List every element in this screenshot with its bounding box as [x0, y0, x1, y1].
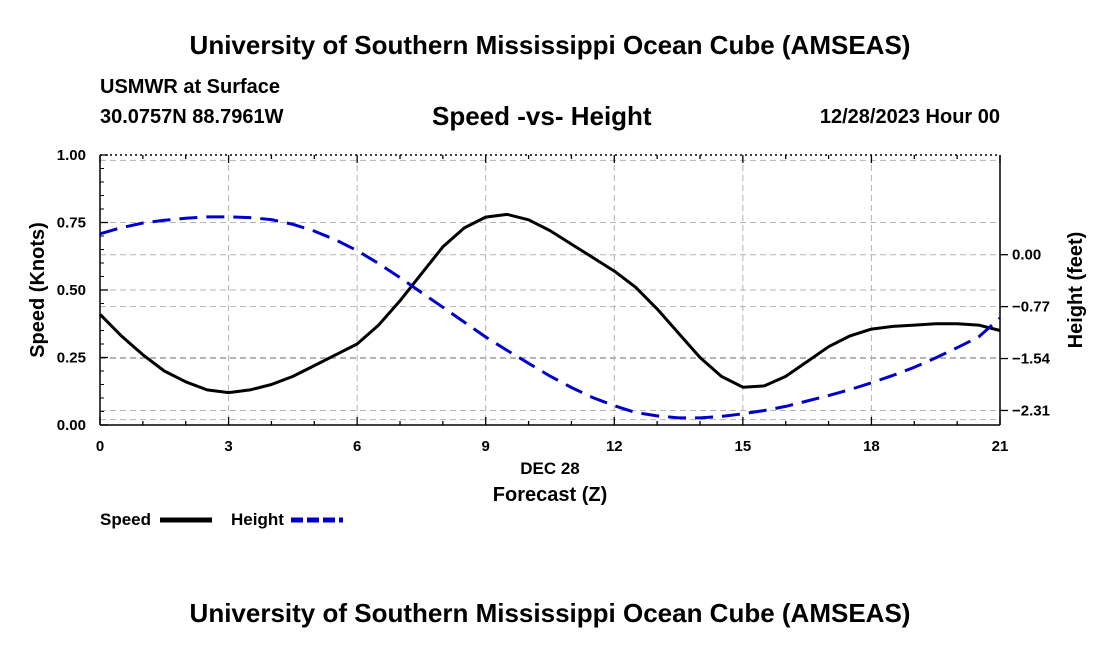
x-tick-label: 12 [606, 438, 623, 455]
x-tick-label: 9 [482, 438, 490, 455]
date-hour-label: 12/28/2023 Hour 00 [819, 106, 1000, 128]
y2-tick-label: 0.00 [1012, 247, 1041, 264]
footer-title: University of Southern Mississippi Ocean… [189, 598, 911, 628]
legend-speed-label: Speed [100, 510, 151, 529]
y-tick-label: 0.00 [57, 417, 86, 434]
y2-tick-label: −1.54 [1012, 351, 1051, 368]
axis-labels: 0 3 6 9 12 15 18 21 0.00 0.25 0.50 0.75 1.00 0.00 −0.7… [27, 147, 1087, 506]
x-tick-label: 0 [96, 438, 104, 455]
y-tick-label: 1.00 [57, 147, 86, 164]
series-lines [98, 212, 1001, 420]
height-series-line [99, 215, 1001, 420]
x-tick-label: 3 [224, 438, 232, 455]
y-tick-label: 0.50 [57, 282, 86, 299]
legend-height-label: Height [231, 510, 284, 529]
x-axis-date-label: DEC 28 [520, 459, 580, 478]
grid [100, 155, 1000, 425]
legend: Speed Height [100, 510, 343, 529]
page-title: University of Southern Mississippi Ocean… [189, 30, 911, 60]
y2-tick-label: −0.77 [1012, 299, 1050, 316]
y2-tick-label: −2.31 [1012, 402, 1050, 419]
x-tick-label: 18 [863, 438, 880, 455]
x-axis-title: Forecast (Z) [493, 484, 607, 506]
y-tick-label: 0.75 [57, 215, 86, 232]
coordinates-label: 30.0757N 88.7961W [100, 106, 284, 128]
y-axis-title: Speed (Knots) [27, 222, 49, 358]
x-tick-label: 15 [735, 438, 752, 455]
station-label: USMWR at Surface [100, 76, 281, 98]
x-tick-label: 21 [992, 438, 1009, 455]
axis-ticks [99, 154, 1008, 426]
y2-axis-title: Height (feet) [1065, 232, 1087, 349]
chart-title: Speed -vs- Height [432, 101, 652, 131]
y-tick-label: 0.25 [57, 350, 86, 367]
speed-series-line [98, 212, 1001, 395]
x-tick-label: 6 [353, 438, 361, 455]
